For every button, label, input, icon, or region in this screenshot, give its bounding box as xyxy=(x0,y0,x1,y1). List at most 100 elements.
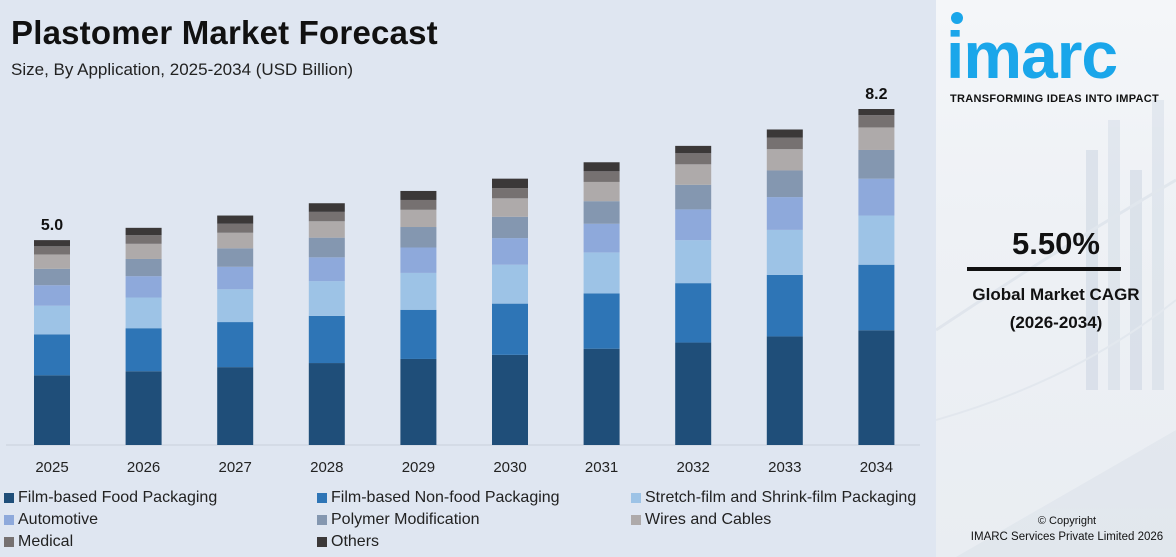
bar-segment-2033-wires-and-cables xyxy=(766,149,803,171)
bar-segment-2026-film-based-food-packaging xyxy=(125,371,162,445)
legend-item: Wires and Cables xyxy=(631,511,771,529)
stacked-bar-chart: 2025 5.0 2026 2027 2028 2029 2030 2031 2032 2033 2… xyxy=(6,86,920,476)
bar-segment-2030-automotive xyxy=(492,238,528,265)
bar-segment-2026-film-based-non-food-packaging xyxy=(125,328,162,372)
bar-segment-2027-medical xyxy=(217,223,254,233)
bar-segment-2026-medical xyxy=(125,235,162,244)
bar-segment-2025-automotive xyxy=(34,285,70,306)
bar-segment-2027-film-based-food-packaging xyxy=(217,367,254,445)
copyright-notice: © Copyright xyxy=(1037,515,1097,527)
background-chart-illustration xyxy=(936,100,1176,557)
legend-swatch xyxy=(631,515,641,525)
bar-segment-2032-film-based-food-packaging xyxy=(675,342,712,445)
legend-item: Film-based Food Packaging xyxy=(4,489,217,507)
bar-segment-2033-medical xyxy=(766,137,803,150)
bar-segment-2030-medical xyxy=(492,188,528,199)
legend-item: Polymer Modification xyxy=(317,511,480,529)
bar-segment-2025-wires-and-cables xyxy=(34,254,70,269)
bar-segment-2032-polymer-modification xyxy=(675,184,712,210)
bar-segment-2030-film-based-non-food-packaging xyxy=(492,303,528,355)
legend-swatch xyxy=(317,493,327,503)
bar-segment-2026-automotive xyxy=(125,276,162,298)
bar-segment-2028-film-based-non-food-packaging xyxy=(308,315,345,364)
legend-swatch xyxy=(317,515,327,525)
bar-segment-2031-wires-and-cables xyxy=(583,181,620,202)
bar-segment-2025-stretch-film-and-shrink-film-packaging xyxy=(34,305,70,335)
bar-segment-2029-others xyxy=(400,190,437,200)
bar-segment-2029-polymer-modification xyxy=(400,227,437,248)
legend-label: Polymer Modification xyxy=(331,511,480,528)
legend-label: Stretch-film and Shrink-film Packaging xyxy=(645,489,917,506)
bar-segment-2028-film-based-food-packaging xyxy=(308,363,345,445)
bar-segment-2034-film-based-non-food-packaging xyxy=(858,264,895,331)
bar-segment-2026-polymer-modification xyxy=(125,258,162,277)
bar-segment-2031-film-based-non-food-packaging xyxy=(583,293,620,349)
bar-segment-2030-others xyxy=(492,178,528,189)
brand-logo: imarc xyxy=(946,18,1118,92)
cagr-period: (2026-2034) xyxy=(1009,313,1103,332)
bar-segment-2027-stretch-film-and-shrink-film-packaging xyxy=(217,289,254,323)
cagr-value: 5.50% xyxy=(1012,226,1100,261)
x-tick-label-2032: 2032 xyxy=(677,459,710,476)
bar-segment-2034-polymer-modification xyxy=(858,149,895,179)
bar-segment-2030-stretch-film-and-shrink-film-packaging xyxy=(492,264,528,304)
bar-segment-2028-medical xyxy=(308,211,345,222)
bar-segment-2028-others xyxy=(308,203,345,212)
cagr-label: Global Market CAGR xyxy=(972,285,1140,304)
legend-swatch xyxy=(4,537,14,547)
cagr-divider xyxy=(967,267,1121,271)
legend-label: Wires and Cables xyxy=(645,511,772,528)
total-label-2025: 5.0 xyxy=(41,217,63,234)
bar-segment-2031-polymer-modification xyxy=(583,201,620,224)
bar-segment-2025-medical xyxy=(34,246,70,255)
legend-item: Others xyxy=(317,533,379,551)
bar-segment-2032-stretch-film-and-shrink-film-packaging xyxy=(675,240,712,284)
bar-segment-2029-wires-and-cables xyxy=(400,209,437,228)
bar-segment-2033-stretch-film-and-shrink-film-packaging xyxy=(766,229,803,275)
copyright-company: IMARC Services Private Limited 2026 xyxy=(970,531,1164,543)
bar-segment-2027-wires-and-cables xyxy=(217,232,254,249)
brand-tagline: TRANSFORMING IDEAS INTO IMPACT xyxy=(950,93,1160,105)
bar-segment-2027-automotive xyxy=(217,266,254,290)
bar-segment-2030-film-based-food-packaging xyxy=(492,354,528,445)
bar-segment-2029-film-based-food-packaging xyxy=(400,358,437,445)
bar-segment-2026-others xyxy=(125,227,162,236)
bar-segment-2031-stretch-film-and-shrink-film-packaging xyxy=(583,252,620,294)
bar-segment-2034-stretch-film-and-shrink-film-packaging xyxy=(858,215,895,265)
bar-segment-2025-polymer-modification xyxy=(34,268,70,286)
legend-swatch xyxy=(4,493,14,503)
bar-segment-2033-automotive xyxy=(766,197,803,230)
chart-legend: Film-based Food Packaging Film-based Non-… xyxy=(4,489,934,555)
legend-swatch xyxy=(317,537,327,547)
chart-title: Plastomer Market Forecast xyxy=(11,14,438,51)
bar-segment-2033-polymer-modification xyxy=(766,170,803,198)
bar-segment-2031-automotive xyxy=(583,223,620,253)
x-tick-label-2026: 2026 xyxy=(127,459,160,476)
bar-segment-2032-others xyxy=(675,145,712,154)
legend-label: Film-based Non-food Packaging xyxy=(331,489,560,506)
bar-segment-2029-stretch-film-and-shrink-film-packaging xyxy=(400,272,437,310)
bar-segment-2031-film-based-food-packaging xyxy=(583,348,620,445)
x-tick-label-2025: 2025 xyxy=(35,459,68,476)
bar-segment-2032-wires-and-cables xyxy=(675,164,712,185)
bar-segment-2032-film-based-non-food-packaging xyxy=(675,283,712,343)
bar-segment-2025-film-based-non-food-packaging xyxy=(34,334,70,376)
bar-segment-2033-film-based-non-food-packaging xyxy=(766,274,803,337)
bar-segment-2031-medical xyxy=(583,171,620,182)
brand-panel: imarc TRANSFORMING IDEAS INTO IMPACT 5.5… xyxy=(936,0,1176,557)
total-label-2034: 8.2 xyxy=(865,86,887,103)
legend-label: Film-based Food Packaging xyxy=(18,489,218,506)
legend-item: Automotive xyxy=(4,511,98,529)
bar-segment-2028-wires-and-cables xyxy=(308,221,345,238)
legend-label: Others xyxy=(331,533,380,550)
x-tick-label-2031: 2031 xyxy=(585,459,618,476)
chart-panel: Plastomer Market Forecast Size, By Appli… xyxy=(4,14,934,555)
bar-segment-2026-wires-and-cables xyxy=(125,243,162,259)
bar-segment-2027-others xyxy=(217,215,254,224)
bar-segment-2029-medical xyxy=(400,199,437,210)
bar-segment-2033-others xyxy=(766,129,803,138)
bar-segment-2034-medical xyxy=(858,115,895,128)
bar-segment-2025-film-based-food-packaging xyxy=(34,375,70,445)
bar-segment-2034-wires-and-cables xyxy=(858,127,895,150)
legend-swatch xyxy=(631,493,641,503)
